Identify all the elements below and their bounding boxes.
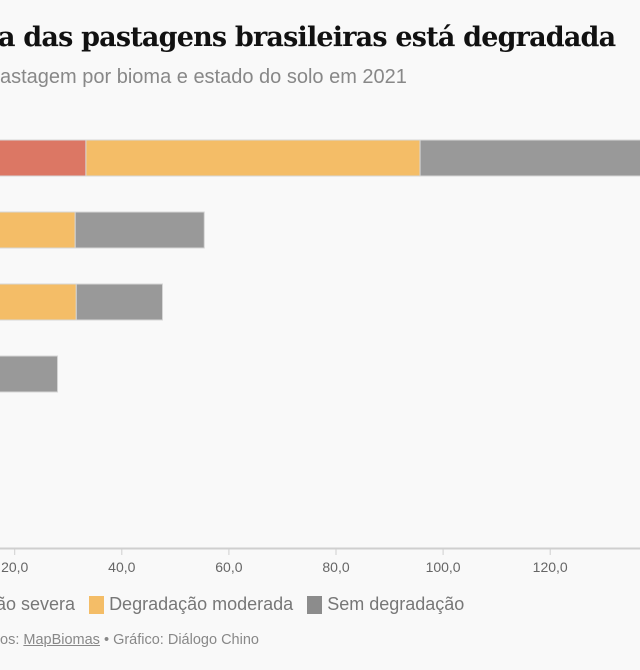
source-prefix: os:	[0, 632, 24, 648]
source-link[interactable]: MapBiomas	[23, 632, 100, 648]
legend-item-moderate: Degradação moderada	[89, 594, 293, 615]
x-tick-label: 120,0	[533, 559, 568, 575]
source-note: os: MapBiomas • Gráfico: Diálogo Chino	[0, 632, 259, 648]
bar-segment-none	[419, 139, 640, 177]
legend-label-severe: ão severa	[0, 594, 76, 614]
bar-segment-moderate	[0, 283, 77, 321]
x-tick-label: 40,0	[108, 559, 135, 575]
chart-title: a das pastagens brasileiras está degrada…	[0, 22, 616, 53]
bar-segment-none	[74, 211, 205, 249]
legend-label-none: Sem degradação	[327, 594, 465, 614]
legend: ão severa Degradação moderada Sem degrad…	[0, 594, 478, 615]
legend-swatch-none	[307, 595, 323, 614]
bar-segment-moderate	[0, 211, 76, 249]
bar-segment-none	[75, 283, 163, 321]
bar-segment-none	[0, 355, 59, 393]
x-tick-label: 20,0	[1, 559, 28, 575]
legend-item-none: Sem degradação	[307, 594, 464, 615]
legend-swatch-moderate	[89, 595, 105, 614]
chart-subtitle: astagem por bioma e estado do solo em 20…	[0, 66, 407, 88]
source-suffix: • Gráfico: Diálogo Chino	[99, 632, 259, 648]
x-tick-label: 60,0	[215, 559, 242, 575]
bar-segment-moderate	[85, 139, 421, 177]
x-tick-label: 100,0	[426, 559, 461, 575]
bar-segment-severe	[0, 139, 87, 177]
legend-label-moderate: Degradação moderada	[109, 594, 294, 614]
x-tick-label: 80,0	[322, 559, 349, 575]
legend-item-severe: ão severa	[0, 594, 75, 615]
